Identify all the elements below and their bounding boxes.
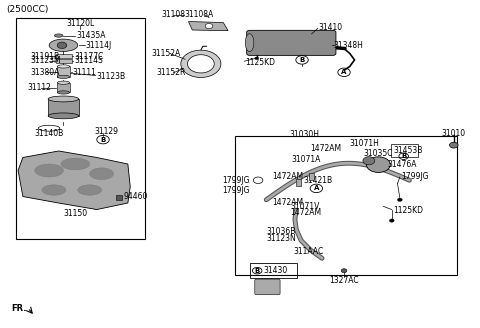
- Ellipse shape: [38, 125, 60, 131]
- Bar: [250, 263, 297, 278]
- Text: 31191B: 31191B: [30, 51, 59, 61]
- Bar: [57, 67, 70, 77]
- Text: B: B: [300, 57, 305, 63]
- Circle shape: [449, 142, 458, 148]
- Text: 31123M: 31123M: [30, 56, 60, 65]
- Text: (2500CC): (2500CC): [6, 5, 48, 14]
- Text: 1125KD: 1125KD: [393, 206, 423, 215]
- Text: 31430: 31430: [264, 266, 288, 275]
- Text: 311AAC: 311AAC: [293, 247, 324, 256]
- Bar: [48, 99, 79, 116]
- Text: 31453B: 31453B: [394, 146, 423, 155]
- Ellipse shape: [61, 158, 90, 170]
- Text: 31071H: 31071H: [350, 139, 380, 148]
- Text: 1125KD: 1125KD: [245, 58, 275, 67]
- Text: 31380A: 31380A: [30, 68, 60, 77]
- Text: 31123N: 31123N: [266, 234, 296, 243]
- Ellipse shape: [90, 168, 114, 180]
- Text: 31152A: 31152A: [152, 49, 181, 58]
- Bar: [391, 145, 419, 157]
- Polygon shape: [189, 22, 228, 31]
- Text: 31071V: 31071V: [290, 202, 320, 212]
- Ellipse shape: [54, 34, 63, 37]
- Text: 31152R: 31152R: [156, 69, 186, 77]
- Circle shape: [389, 219, 394, 222]
- Text: 1799JG: 1799JG: [222, 176, 250, 185]
- Text: 31421B: 31421B: [303, 176, 332, 185]
- Ellipse shape: [49, 39, 78, 51]
- Ellipse shape: [57, 81, 70, 84]
- Text: 31108A: 31108A: [185, 10, 214, 19]
- Text: 1472AM: 1472AM: [273, 172, 303, 180]
- Text: 31035C: 31035C: [363, 149, 393, 158]
- Text: 1799JG: 1799JG: [401, 172, 429, 180]
- Bar: [309, 173, 314, 180]
- Bar: [57, 83, 70, 92]
- Bar: [56, 59, 72, 63]
- Text: 31114J: 31114J: [86, 41, 112, 50]
- Text: 94460: 94460: [123, 192, 147, 201]
- Text: A: A: [313, 185, 319, 192]
- Text: 1799JG: 1799JG: [222, 186, 250, 195]
- Circle shape: [57, 42, 67, 49]
- Ellipse shape: [57, 91, 70, 94]
- Text: 31177C: 31177C: [74, 51, 103, 61]
- Bar: [296, 179, 300, 186]
- Text: 31150: 31150: [63, 209, 87, 218]
- Circle shape: [255, 57, 259, 60]
- Text: 1472AM: 1472AM: [290, 208, 321, 217]
- Text: 1472AM: 1472AM: [311, 144, 342, 153]
- Ellipse shape: [57, 75, 70, 78]
- Text: B: B: [100, 136, 106, 143]
- Ellipse shape: [78, 185, 102, 195]
- Ellipse shape: [42, 185, 66, 195]
- Text: 31410: 31410: [319, 23, 343, 32]
- Text: 31348H: 31348H: [333, 41, 363, 50]
- Text: 31120L: 31120L: [66, 19, 94, 28]
- Ellipse shape: [245, 34, 254, 51]
- Ellipse shape: [35, 164, 63, 177]
- Text: 31123B: 31123B: [97, 72, 126, 81]
- Text: 31476A: 31476A: [387, 160, 417, 169]
- Text: 31108: 31108: [161, 10, 185, 19]
- Ellipse shape: [363, 157, 375, 165]
- Text: 31112: 31112: [28, 83, 51, 92]
- Ellipse shape: [48, 113, 79, 119]
- Text: B: B: [254, 268, 260, 274]
- Circle shape: [341, 269, 347, 273]
- Text: 31030H: 31030H: [289, 130, 319, 138]
- Text: 31114S: 31114S: [74, 56, 103, 65]
- Circle shape: [205, 24, 213, 29]
- Text: A: A: [341, 69, 347, 75]
- Text: 31071A: 31071A: [291, 155, 321, 164]
- Bar: [16, 18, 144, 239]
- Text: 31435A: 31435A: [76, 31, 106, 40]
- Text: 1327AC: 1327AC: [329, 276, 359, 285]
- Text: 31129: 31129: [95, 127, 119, 136]
- Ellipse shape: [48, 96, 79, 102]
- Text: 31010: 31010: [442, 129, 466, 138]
- Ellipse shape: [366, 157, 390, 173]
- Text: FR.: FR.: [11, 304, 26, 313]
- FancyBboxPatch shape: [247, 30, 336, 55]
- Bar: [235, 136, 457, 275]
- Bar: [116, 195, 121, 200]
- Circle shape: [397, 198, 402, 201]
- Text: 1472AM: 1472AM: [273, 197, 303, 207]
- Bar: [56, 54, 72, 58]
- Text: B: B: [401, 153, 406, 159]
- Ellipse shape: [57, 65, 70, 68]
- Text: 31036B: 31036B: [266, 227, 296, 236]
- Text: 31111: 31111: [72, 68, 96, 77]
- Text: 31140B: 31140B: [35, 129, 64, 138]
- Polygon shape: [18, 151, 130, 210]
- FancyBboxPatch shape: [255, 279, 280, 295]
